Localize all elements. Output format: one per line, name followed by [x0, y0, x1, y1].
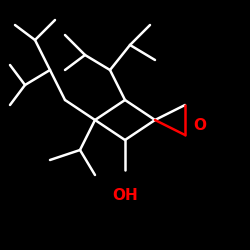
Text: OH: OH [112, 188, 138, 202]
Text: O: O [194, 118, 206, 132]
